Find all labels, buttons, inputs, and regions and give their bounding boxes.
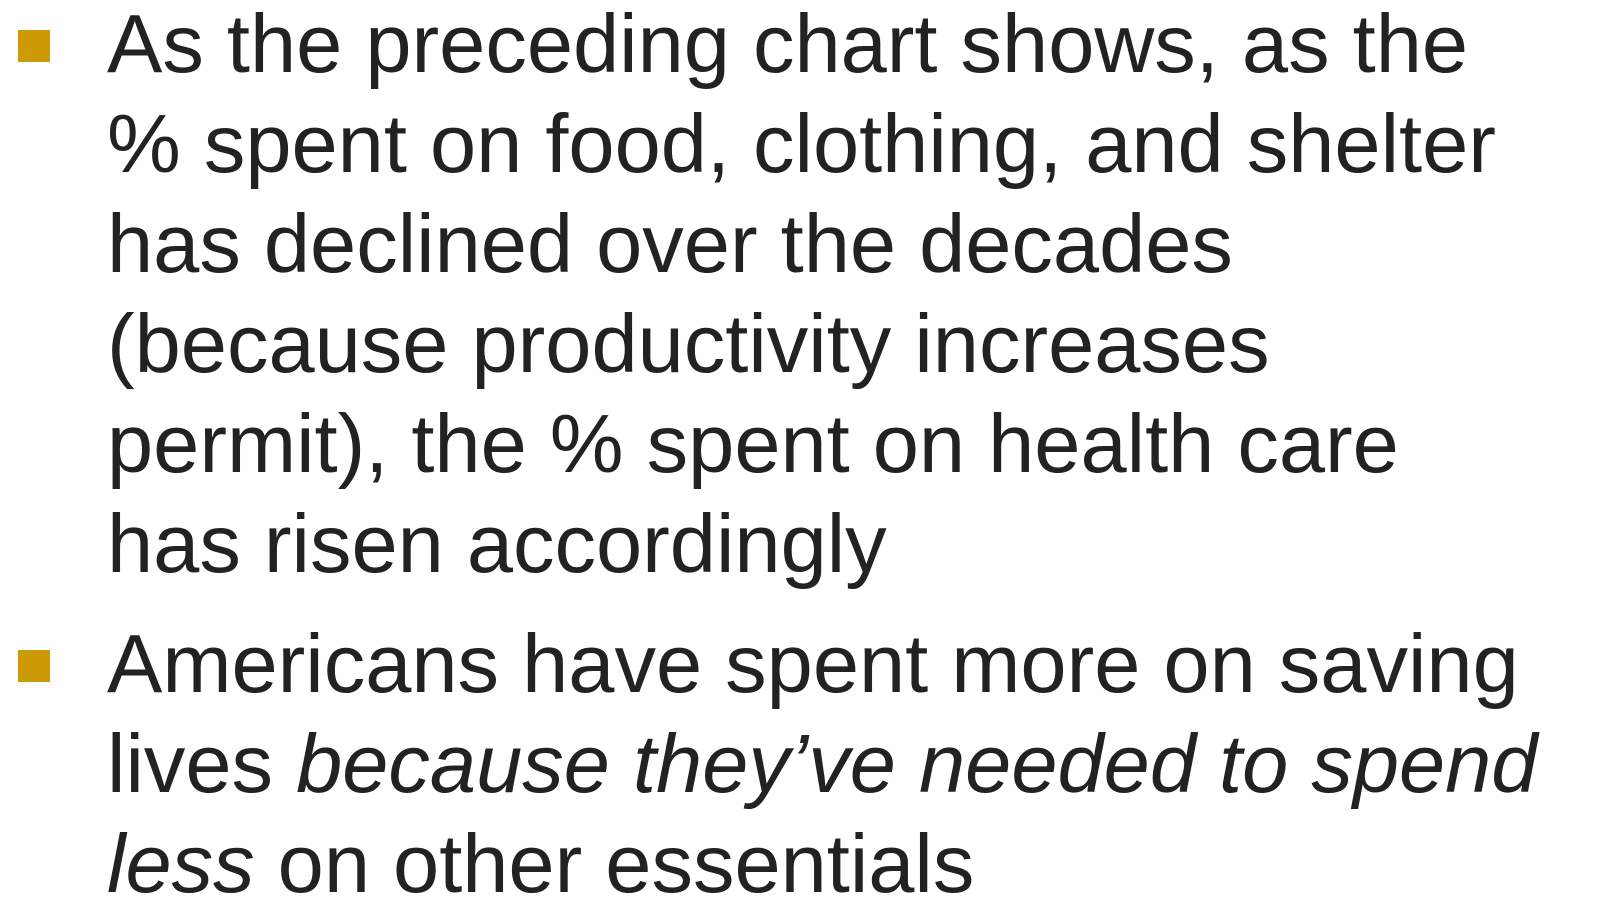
bullet-line: less on other essentials [107,817,974,910]
text-segment: As the preceding chart shows, as the [107,0,1468,90]
bullet-line: lives because they’ve needed to spend [107,717,1540,810]
text-segment: on other essentials [255,817,975,910]
text-segment: because they’ve needed to spend [296,717,1540,810]
text-segment: Americans have spent more on saving [107,617,1519,710]
bullet-line: has risen accordingly [107,497,887,590]
text-segment: lives [107,717,296,810]
text-segment: permit), the % spent on health care [107,397,1399,490]
bullet-line: has declined over the decades [107,197,1233,290]
bullet-line: As the preceding chart shows, as the [107,0,1468,90]
bullet-line: Americans have spent more on saving [107,617,1519,710]
text-segment: less [107,817,255,910]
text-segment: has risen accordingly [107,497,887,590]
text-segment: (because productivity increases [107,297,1270,390]
bullet-marker [18,30,50,62]
text-segment: % spent on food, clothing, and shelter [107,97,1496,190]
bullet-line: (because productivity increases [107,297,1270,390]
bullet-line: permit), the % spent on health care [107,397,1399,490]
text-segment: has declined over the decades [107,197,1233,290]
bullet-line: % spent on food, clothing, and shelter [107,97,1496,190]
bullet-marker [18,650,50,682]
